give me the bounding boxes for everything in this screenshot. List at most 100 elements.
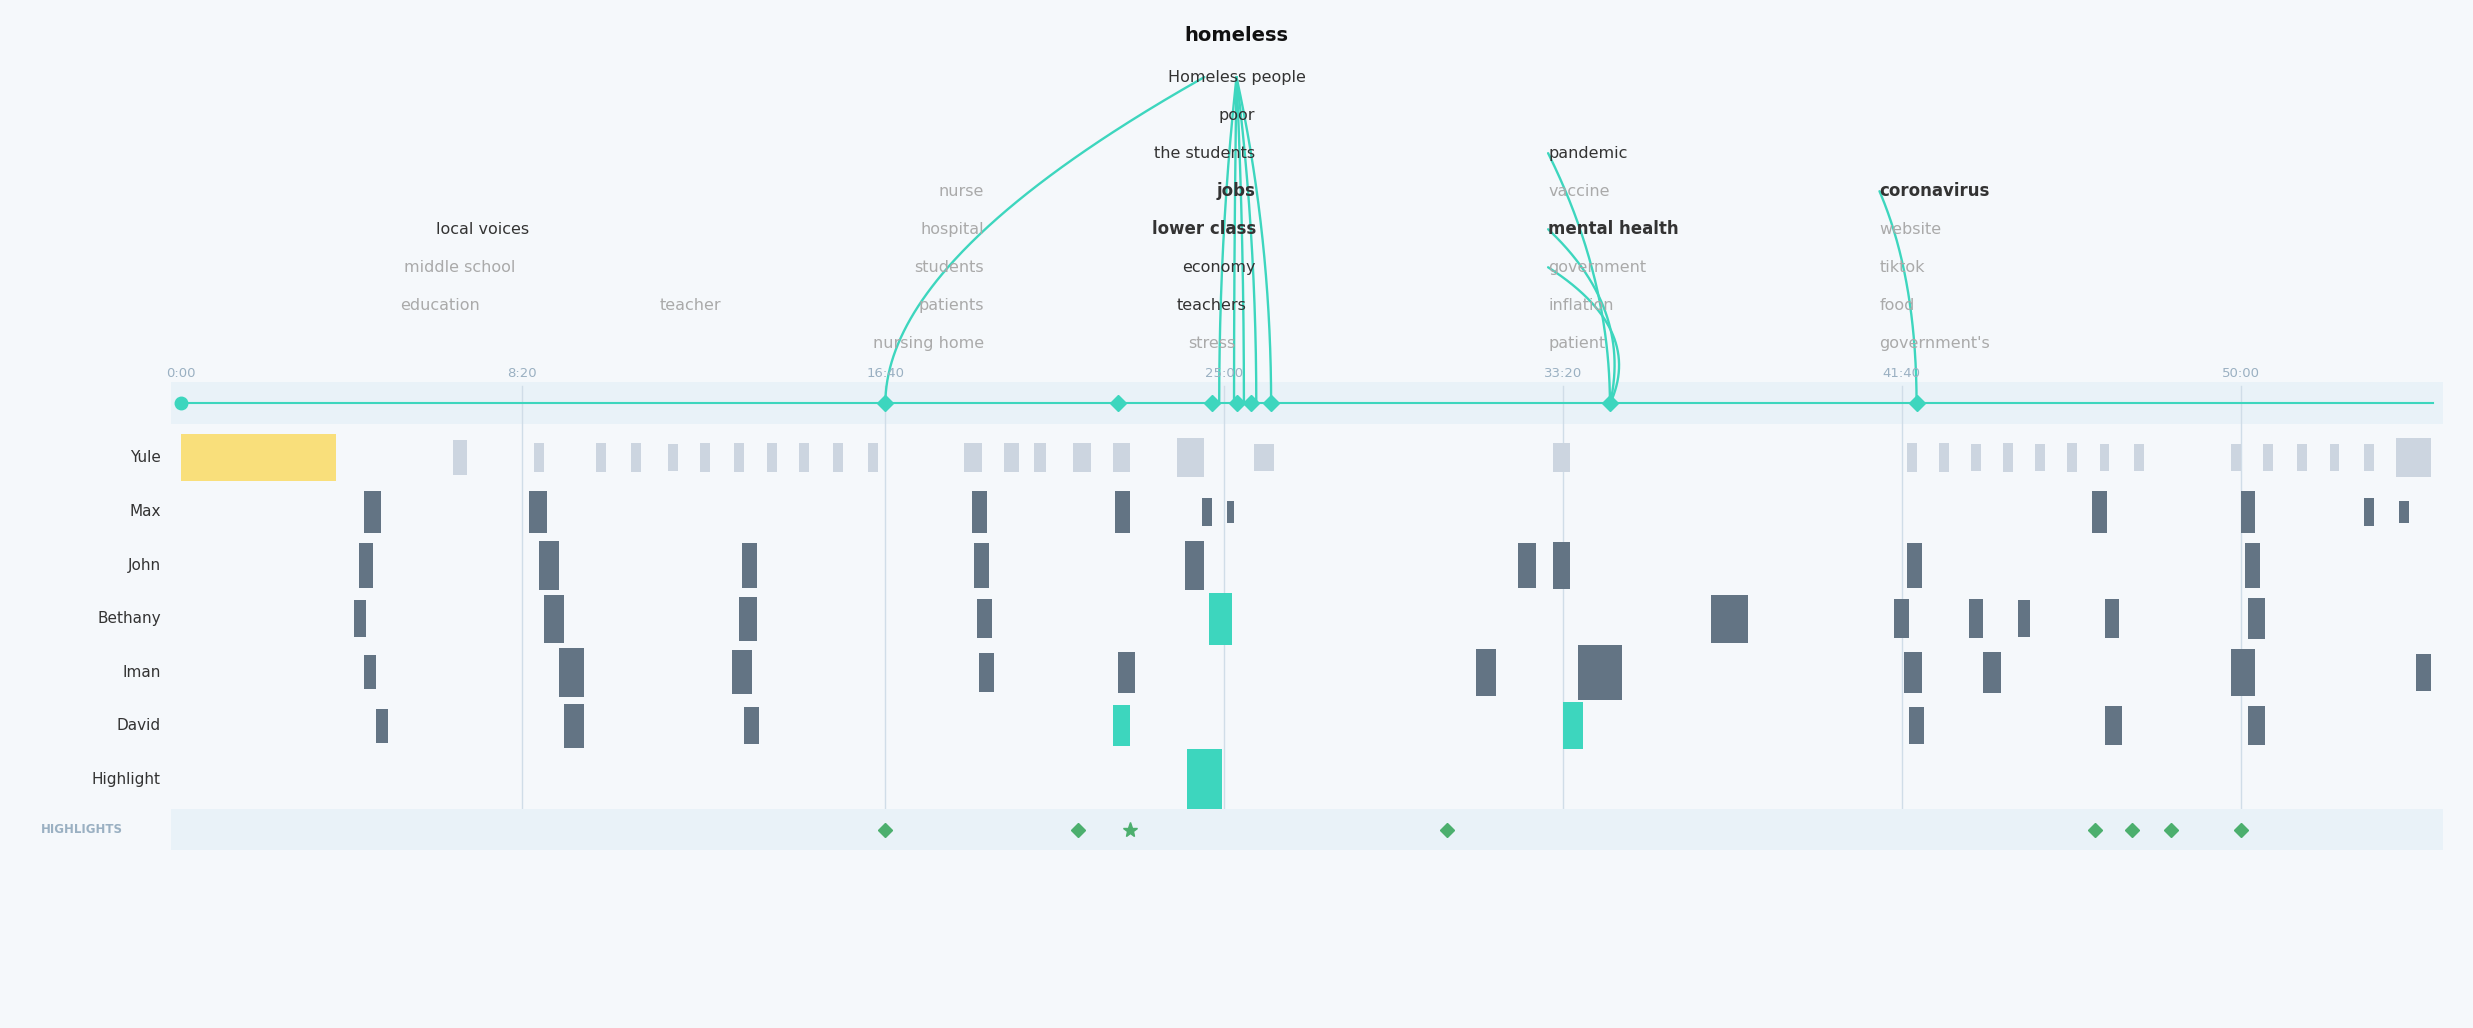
Bar [534,443,544,472]
Text: teacher: teacher [660,298,720,313]
Bar [1907,543,1922,588]
Bar [1711,595,1748,642]
Text: students: students [915,260,984,274]
Bar [1907,443,1917,472]
Text: education: education [401,298,480,313]
Bar [1185,541,1204,590]
Bar [1563,702,1583,749]
Bar [1113,443,1130,472]
Text: David: David [116,719,161,733]
Bar [2241,491,2255,533]
Text: patients: patients [920,298,984,313]
Bar [364,491,381,533]
Bar [596,443,606,472]
Bar [2297,444,2307,471]
Bar [1073,443,1091,472]
Bar [2067,443,2077,472]
Bar [2245,543,2260,588]
Bar [2416,654,2431,691]
Bar [668,444,678,471]
Text: pandemic: pandemic [1548,146,1627,160]
Bar [732,651,752,695]
Bar [2231,649,2255,696]
Text: website: website [1879,222,1941,236]
Text: 41:40: 41:40 [1882,367,1922,380]
Bar [564,704,584,748]
Text: jobs: jobs [1217,182,1256,200]
Text: 8:20: 8:20 [507,367,537,380]
Bar [2092,491,2107,533]
Text: government's: government's [1879,336,1991,351]
Text: John: John [129,558,161,573]
Bar [1553,542,1570,589]
Bar [2248,598,2265,639]
Bar [364,656,376,690]
Text: lower class: lower class [1152,220,1256,238]
Bar [539,541,559,590]
Bar [767,443,777,472]
Text: economy: economy [1182,260,1256,274]
Text: vaccine: vaccine [1548,184,1610,198]
Bar [1983,652,2001,693]
Bar [1894,599,1909,638]
Bar [744,707,759,744]
Bar [742,543,757,588]
Text: patient: patient [1548,336,1605,351]
Text: 50:00: 50:00 [2221,367,2260,380]
Text: Iman: Iman [121,665,161,680]
Bar [544,595,564,642]
Text: government: government [1548,260,1647,274]
Bar [354,600,366,637]
Bar [1115,491,1130,533]
Bar [2399,501,2409,523]
Text: local voices: local voices [435,222,529,236]
Text: Bethany: Bethany [96,612,161,626]
Bar [1227,501,1234,523]
Bar [1034,443,1046,472]
Bar [972,491,987,533]
Bar [1202,498,1212,526]
Bar [2263,444,2273,471]
Bar [799,443,809,472]
Bar [631,443,641,472]
Bar [1187,749,1222,809]
Text: mental health: mental health [1548,220,1679,238]
Text: 16:40: 16:40 [866,367,905,380]
Bar [2018,600,2030,637]
Bar [1904,652,1922,693]
Bar [171,809,2443,850]
Text: inflation: inflation [1548,298,1612,313]
Text: stress: stress [1187,336,1236,351]
Bar [2035,444,2045,471]
Bar [1553,443,1570,472]
Bar [529,491,547,533]
Bar [979,653,994,692]
Text: HIGHLIGHTS: HIGHLIGHTS [40,823,124,836]
Text: food: food [1879,298,1914,313]
Bar [453,440,467,475]
Text: homeless: homeless [1185,27,1288,45]
Bar [1004,443,1019,472]
Bar [833,443,843,472]
Bar [1254,444,1274,471]
Bar [868,443,878,472]
Bar [1476,649,1496,696]
Bar [1971,444,1981,471]
Text: coronavirus: coronavirus [1879,182,1991,200]
Bar [376,709,388,742]
Text: hospital: hospital [920,222,984,236]
Text: the students: the students [1155,146,1254,160]
Text: 25:00: 25:00 [1204,367,1244,380]
Bar [1969,599,1983,638]
Bar [734,443,744,472]
Text: nursing home: nursing home [873,336,984,351]
Text: 33:20: 33:20 [1543,367,1583,380]
Bar [977,599,992,638]
Bar [2364,444,2374,471]
Bar [2003,443,2013,472]
Text: Yule: Yule [131,450,161,465]
Bar [2364,498,2374,526]
Text: Homeless people: Homeless people [1167,70,1306,84]
Bar [1177,438,1204,477]
Bar [739,596,757,641]
